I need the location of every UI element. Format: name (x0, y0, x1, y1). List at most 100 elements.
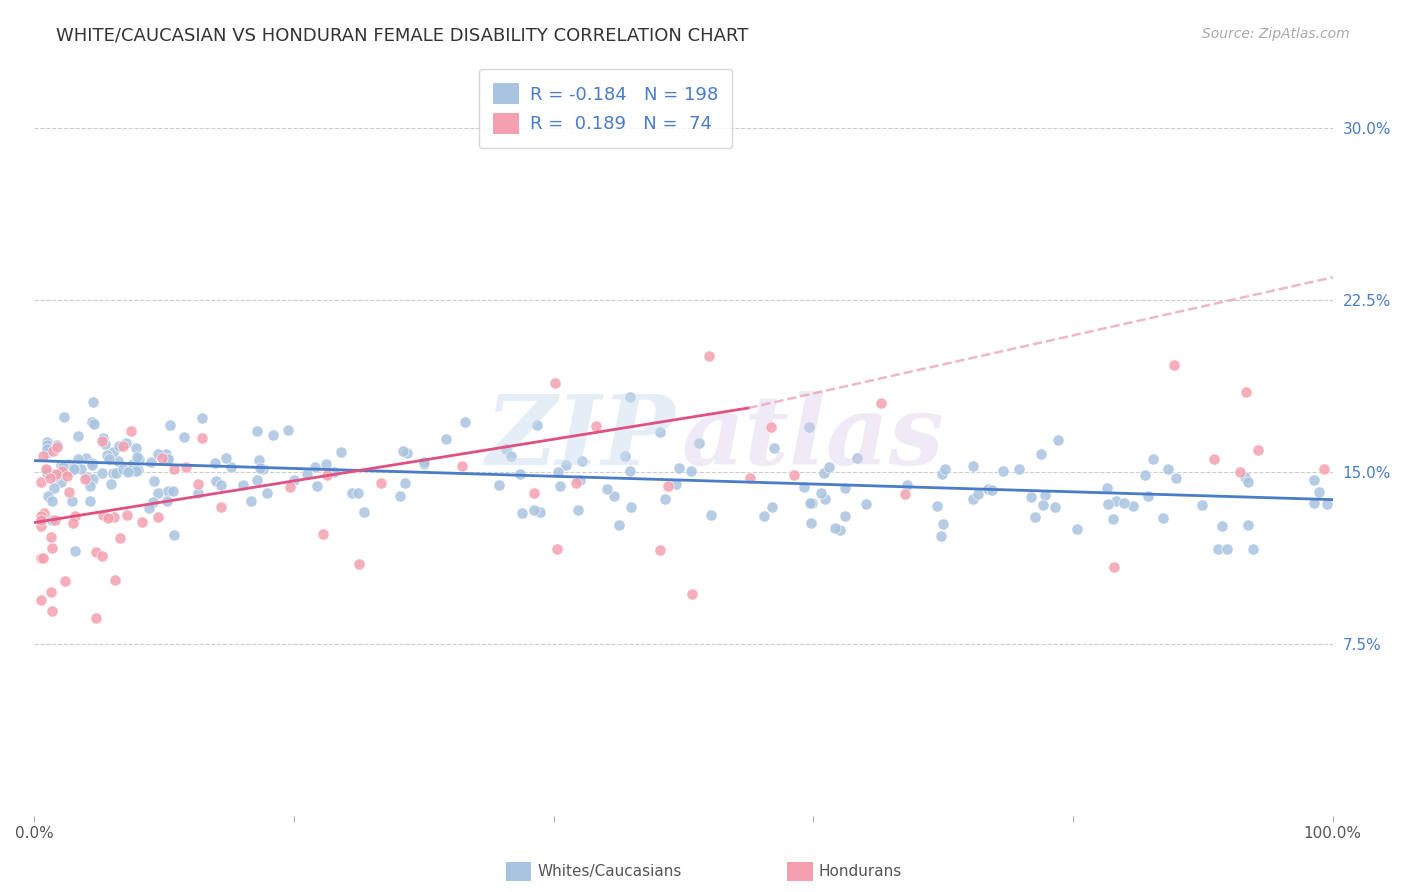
Point (894, 487, 917, 501)
Point (934, 462, 956, 476)
Point (80, 415, 103, 429)
Text: Source: ZipAtlas.com: Source: ZipAtlas.com (1202, 27, 1350, 41)
Point (215, 450, 238, 465)
Point (91, 467, 114, 481)
Point (37, 489, 59, 503)
Point (569, 474, 592, 488)
Point (143, 474, 166, 488)
Point (97, 510, 120, 524)
Point (1308, 484, 1330, 499)
Point (295, 467, 318, 481)
Point (813, 466, 835, 480)
Point (94, 437, 117, 451)
Point (187, 477, 209, 491)
Point (32, 449, 55, 463)
Point (174, 459, 197, 474)
Point (30, 551, 52, 566)
Point (155, 446, 177, 460)
Point (91, 508, 114, 523)
Point (115, 435, 138, 450)
Point (548, 479, 571, 493)
Point (60, 493, 83, 508)
Point (1097, 497, 1119, 511)
Point (565, 475, 588, 490)
Point (120, 424, 142, 438)
Point (148, 486, 170, 500)
Point (688, 435, 710, 450)
Point (84, 611, 107, 625)
Point (127, 463, 149, 477)
Point (41, 603, 63, 617)
Point (82, 458, 104, 472)
Point (79, 494, 101, 508)
Point (1237, 475, 1260, 490)
Point (120, 463, 142, 477)
Point (67, 452, 90, 467)
Point (41, 513, 63, 527)
Point (801, 496, 824, 510)
Point (108, 439, 131, 453)
Point (283, 473, 305, 487)
Point (679, 464, 702, 478)
Point (41, 444, 63, 458)
Point (156, 484, 179, 499)
Point (256, 485, 278, 500)
Point (1102, 559, 1125, 574)
Point (162, 484, 184, 499)
Point (30, 475, 52, 489)
Point (82, 395, 104, 409)
Point (51, 458, 73, 472)
Text: Hondurans: Hondurans (818, 864, 901, 879)
Point (554, 458, 576, 472)
Point (657, 479, 679, 493)
Point (32, 551, 55, 566)
Point (117, 465, 139, 479)
Point (101, 466, 124, 480)
Point (544, 376, 567, 391)
Point (501, 450, 523, 464)
Point (1216, 541, 1239, 556)
Point (762, 442, 785, 456)
Point (52, 459, 75, 474)
Point (1206, 542, 1229, 557)
Point (700, 508, 723, 522)
Point (1032, 498, 1054, 512)
Point (394, 475, 416, 490)
Point (156, 494, 179, 508)
Point (312, 527, 335, 541)
Point (115, 508, 138, 522)
Point (75, 472, 97, 486)
Point (738, 471, 761, 485)
Point (454, 415, 477, 429)
Point (44, 469, 66, 483)
Point (654, 491, 676, 506)
Point (111, 439, 134, 453)
Point (681, 587, 703, 601)
Point (1163, 359, 1185, 373)
Point (44, 481, 66, 495)
Point (846, 451, 869, 466)
Point (277, 423, 299, 437)
Point (1313, 461, 1336, 475)
Point (104, 573, 127, 587)
Point (619, 390, 641, 404)
Point (63, 462, 86, 476)
Point (53, 574, 76, 589)
Point (209, 500, 232, 514)
Point (824, 521, 846, 535)
Point (232, 478, 254, 492)
Point (451, 458, 474, 473)
Point (614, 449, 637, 463)
Point (818, 459, 841, 474)
Point (962, 491, 984, 506)
Point (38, 471, 60, 485)
Point (1302, 496, 1324, 510)
Point (1191, 498, 1213, 512)
Point (30, 508, 52, 523)
Point (752, 508, 775, 523)
Point (929, 529, 952, 543)
Point (83, 417, 105, 431)
Point (567, 502, 589, 516)
Point (927, 499, 949, 513)
Point (125, 450, 148, 464)
